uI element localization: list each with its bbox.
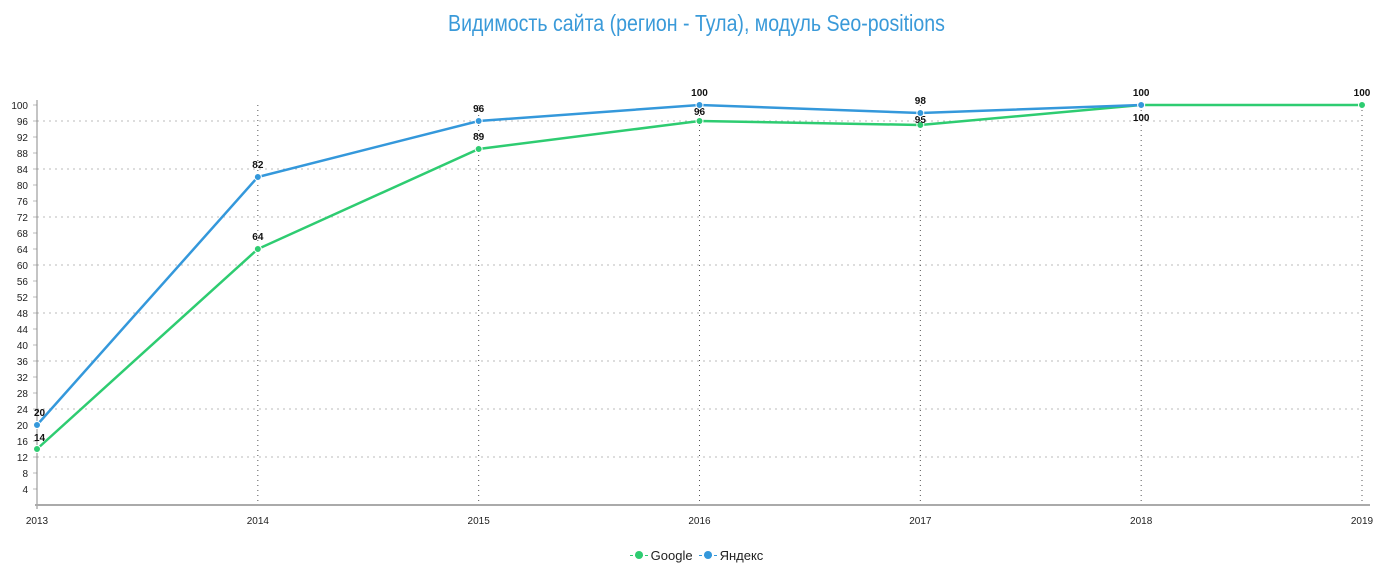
y-tick-label: 4 xyxy=(22,485,28,496)
data-point xyxy=(474,117,483,125)
legend-item-Яндекс[interactable]: Яндекс xyxy=(698,547,764,563)
data-label: 96 xyxy=(694,107,706,118)
y-tick-label: 28 xyxy=(17,389,29,400)
y-tick-label: 96 xyxy=(17,117,29,128)
legend-marker-icon xyxy=(629,551,648,559)
y-tick-label: 44 xyxy=(17,325,29,336)
y-tick-label: 36 xyxy=(17,357,29,368)
chart-title: Видимость сайта (регион - Тула), модуль … xyxy=(448,10,945,36)
data-point xyxy=(1137,101,1146,109)
data-point xyxy=(695,117,704,125)
y-tick-label: 76 xyxy=(17,197,29,208)
data-label: 95 xyxy=(915,115,927,126)
data-point xyxy=(33,421,41,429)
y-tick-label: 20 xyxy=(17,421,29,432)
y-tick-label: 24 xyxy=(17,405,29,416)
data-point xyxy=(474,145,483,153)
y-tick-label: 12 xyxy=(17,453,29,464)
y-tick-label: 16 xyxy=(17,437,29,448)
data-point xyxy=(33,445,41,453)
x-tick-label: 2015 xyxy=(468,516,491,527)
x-tick-label: 2013 xyxy=(26,516,49,527)
y-tick-label: 32 xyxy=(17,373,29,384)
x-tick-label: 2018 xyxy=(1130,516,1153,527)
data-label: 14 xyxy=(34,433,46,444)
data-point xyxy=(1358,101,1366,109)
data-label: 100 xyxy=(691,88,708,99)
y-tick-label: 88 xyxy=(17,149,29,160)
data-label: 96 xyxy=(473,104,485,115)
data-label: 64 xyxy=(252,232,264,243)
data-label: 82 xyxy=(252,160,264,171)
y-tick-label: 72 xyxy=(17,213,29,224)
data-point xyxy=(916,121,925,129)
data-point xyxy=(253,245,262,253)
data-label: 100 xyxy=(1354,88,1371,99)
y-tick-label: 8 xyxy=(22,469,28,480)
series-line-Google xyxy=(36,103,1362,450)
data-label: 89 xyxy=(473,132,485,143)
y-tick-label: 84 xyxy=(17,165,29,176)
y-tick-label: 60 xyxy=(17,261,29,272)
y-tick-label: 48 xyxy=(17,309,29,320)
legend-label: Google xyxy=(650,547,693,563)
legend-item-Google[interactable]: Google xyxy=(629,547,693,563)
x-tick-label: 2019 xyxy=(1351,516,1374,527)
x-tick-label: 2017 xyxy=(909,516,932,527)
y-tick-label: 100 xyxy=(11,101,28,112)
series-line-Яндекс xyxy=(36,103,1142,426)
y-tick-label: 52 xyxy=(17,293,29,304)
data-label: 100 xyxy=(1133,113,1150,124)
y-tick-label: 64 xyxy=(17,245,29,256)
y-tick-label: 92 xyxy=(17,133,29,144)
y-tick-label: 68 xyxy=(17,229,29,240)
data-point xyxy=(253,173,262,181)
y-tick-label: 56 xyxy=(17,277,29,288)
data-label: 98 xyxy=(915,96,927,107)
x-tick-label: 2016 xyxy=(688,516,711,527)
y-tick-label: 40 xyxy=(17,341,29,352)
legend-marker-icon xyxy=(698,551,717,559)
y-tick-label: 80 xyxy=(17,181,29,192)
legend: Google Яндекс xyxy=(0,547,1393,563)
legend-label: Яндекс xyxy=(719,547,764,563)
x-tick-label: 2014 xyxy=(247,516,270,527)
data-label: 20 xyxy=(34,408,46,419)
data-label: 100 xyxy=(1133,88,1150,99)
data-point xyxy=(695,101,704,109)
data-point xyxy=(916,109,925,117)
